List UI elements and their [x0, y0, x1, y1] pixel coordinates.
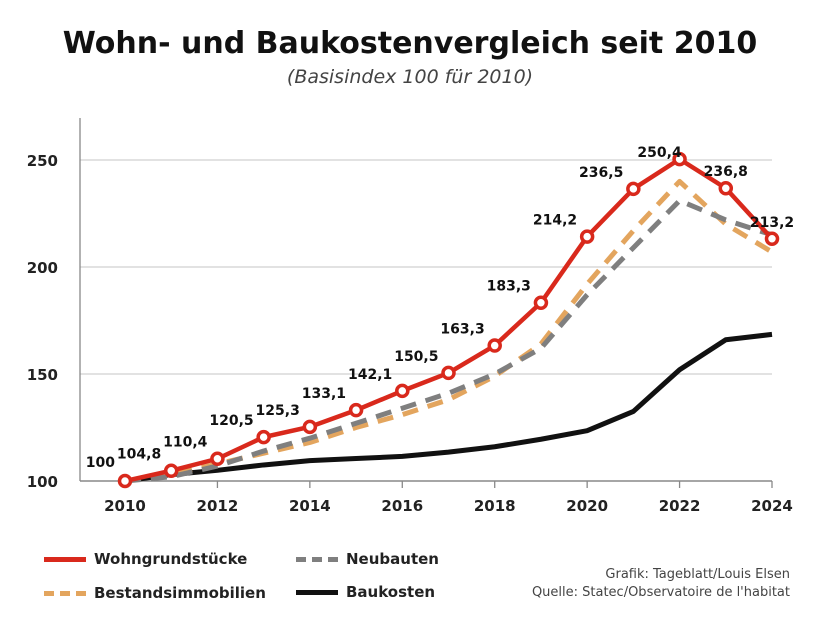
- chart-subtitle: (Basisindex 100 für 2010): [286, 66, 534, 88]
- legend-swatch: [44, 590, 86, 596]
- data-point: [718, 180, 734, 196]
- data-point: [302, 419, 318, 435]
- x-tick-label: 2014: [289, 497, 331, 515]
- data-label: 110,4: [163, 435, 208, 451]
- y-tick-label: 150: [27, 366, 58, 384]
- x-tick-label: 2018: [474, 497, 516, 515]
- series-line-baukosten: [124, 331, 773, 484]
- legend-item-bestandsimmobilien: Bestandsimmobilien: [44, 584, 266, 602]
- x-tick-label: 2020: [566, 497, 608, 515]
- series-line-neubauten: [124, 198, 773, 484]
- data-label: 213,2: [750, 215, 794, 231]
- x-tick-label: 2016: [381, 497, 423, 515]
- legend-label: Wohngrundstücke: [94, 550, 248, 568]
- legend-item-neubauten: Neubauten: [296, 550, 439, 568]
- legend-swatch: [44, 556, 86, 562]
- data-point: [764, 231, 780, 247]
- y-tick-label: 100: [27, 473, 58, 491]
- data-point: [672, 151, 687, 167]
- data-point: [487, 338, 502, 353]
- legend-label: Neubauten: [346, 550, 439, 568]
- data-label: 236,8: [704, 164, 748, 180]
- chart-title: Wohn- und Baukostenvergleich seit 2010: [62, 26, 758, 61]
- data-point: [579, 229, 595, 244]
- data-label: 100: [86, 455, 115, 471]
- data-point: [626, 181, 641, 197]
- x-tick-label: 2022: [659, 497, 701, 515]
- data-point: [348, 402, 364, 418]
- legend-item-baukosten: Baukosten: [296, 583, 435, 601]
- data-point: [395, 383, 410, 399]
- data-label: 142,1: [348, 367, 392, 383]
- data-label: 250,4: [637, 145, 682, 161]
- data-point: [210, 451, 225, 466]
- data-label: 150,5: [394, 349, 438, 365]
- legend-swatch: [296, 556, 338, 562]
- y-tick-label: 200: [27, 259, 58, 277]
- y-tick-label: 250: [27, 152, 58, 170]
- data-label: 120,5: [209, 413, 253, 429]
- credit-graphic: Grafik: Tageblatt/Louis Elsen: [605, 567, 790, 582]
- data-point: [163, 463, 179, 478]
- legend-swatch: [296, 589, 338, 595]
- data-label: 104,8: [117, 447, 161, 463]
- x-tick-label: 2012: [197, 497, 239, 515]
- x-tick-label: 2024: [751, 497, 793, 515]
- data-point: [441, 365, 456, 381]
- legend-item-wohngrundstuecke: Wohngrundstücke: [44, 550, 247, 568]
- credit-source: Quelle: Statec/Observatoire de l'habitat: [531, 585, 790, 600]
- data-point: [533, 295, 549, 310]
- line-chart: 100 150 200 250 2010 2012 2014 2016 2018 2020 2022…: [27, 118, 794, 515]
- data-label: 133,1: [302, 386, 346, 402]
- data-point: [256, 429, 271, 445]
- legend-label: Bestandsimmobilien: [94, 584, 266, 602]
- legend-label: Baukosten: [346, 583, 436, 601]
- data-label: 125,3: [256, 403, 300, 419]
- data-label: 183,3: [487, 279, 531, 295]
- data-point: [117, 473, 133, 489]
- x-tick-label: 2010: [104, 497, 146, 515]
- data-label: 236,5: [579, 165, 623, 181]
- data-label: 214,2: [533, 213, 577, 229]
- data-label: 163,3: [440, 322, 484, 338]
